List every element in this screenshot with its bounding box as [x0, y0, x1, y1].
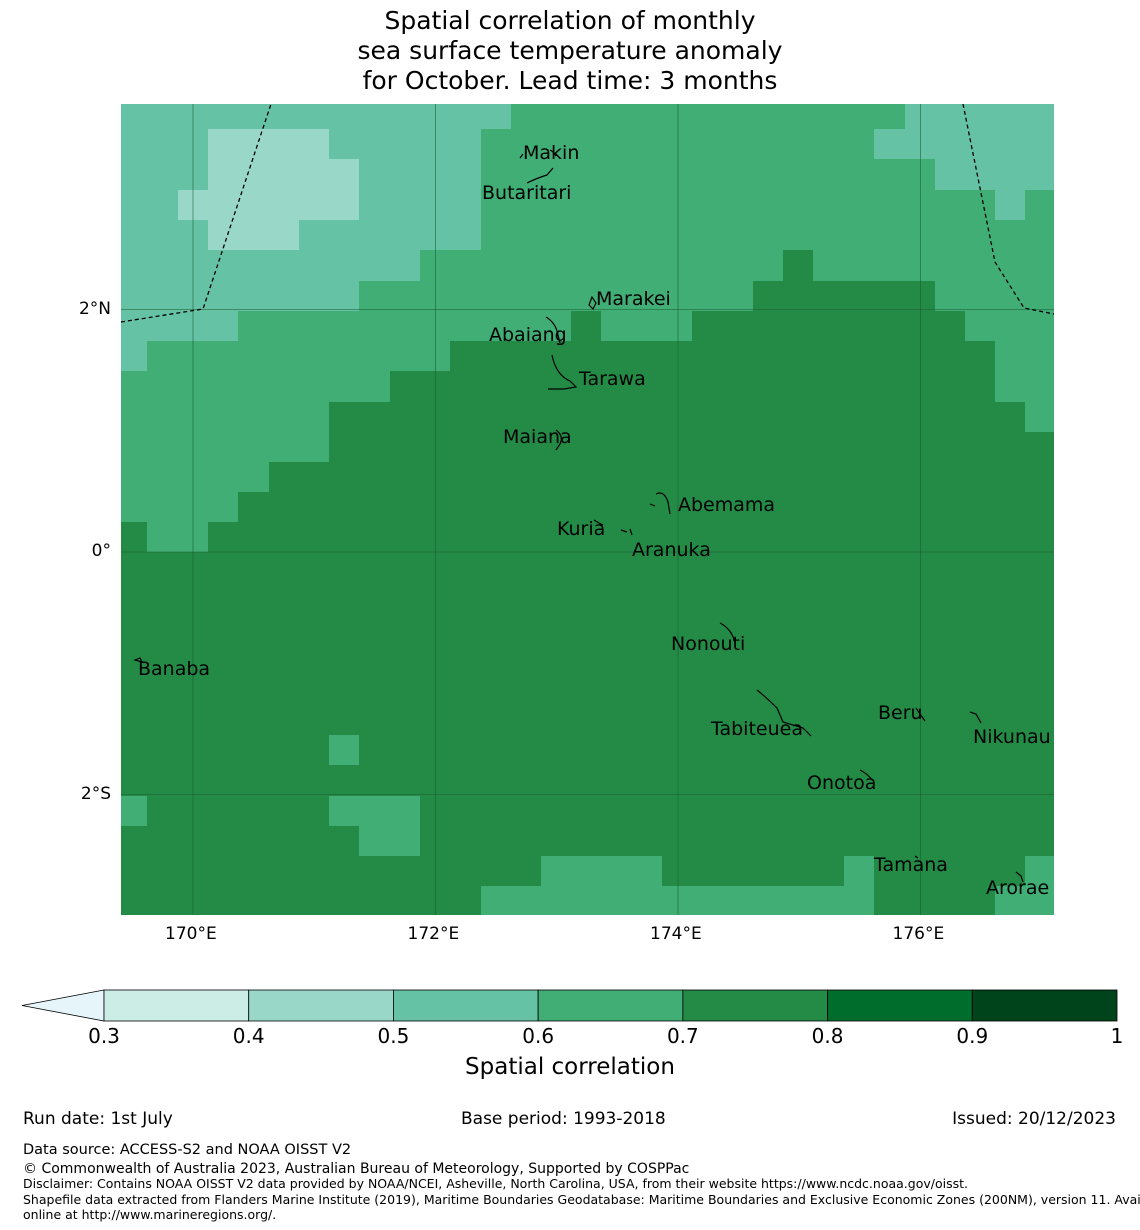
colorbar-tick-label: 0.3 [88, 1024, 120, 1048]
eez-boundary-west [120, 103, 272, 323]
colorbar-tick-label: 1 [1110, 1024, 1124, 1048]
eez-boundary-east [962, 103, 1055, 315]
grid-cell-west [121, 796, 147, 826]
copyright: © Commonwealth of Australia 2023, Austra… [23, 1161, 690, 1177]
colorbar-segment [248, 989, 394, 1022]
island-labels: Makin Butaritari Marakei Abaiang Tarawa Maian… [138, 142, 1051, 899]
grid-cell-west-edge [450, 220, 481, 250]
island-label-maiana: Maiana [503, 426, 572, 448]
shapefile-credit-line-1: Shapefile data extracted from Flanders M… [23, 1192, 1140, 1207]
region-correlation-0.5-0.6-east [874, 104, 1054, 220]
colorbar-segment [537, 989, 684, 1022]
longitude-tick-label: 176°E [892, 924, 945, 944]
base-period: Base period: 1993-2018 [461, 1109, 666, 1129]
colorbar [21, 989, 1118, 1022]
region-correlation-0.6-0.7-patch [329, 796, 420, 856]
longitude-tick-label: 172°E [407, 924, 460, 944]
island-label-nonouti: Nonouti [671, 633, 745, 655]
island-label-butaritari: Butaritari [482, 182, 571, 204]
island-outline-arorae [1015, 871, 1024, 883]
latitude-tick-label: 2°S [80, 783, 111, 804]
island-outline-abemama [649, 492, 671, 515]
island-outline-aranuka [620, 528, 633, 536]
island-outline-abaiang [545, 316, 561, 344]
island-label-tamana: Tamana [873, 854, 948, 876]
island-label-aranuka: Aranuka [632, 539, 711, 561]
colorbar-tick-label: 0.5 [377, 1024, 410, 1048]
map-title: Spatial correlation of monthly sea surfa… [357, 6, 783, 95]
island-outline-nikunau [969, 711, 982, 724]
island-label-kuria: Kuria [557, 518, 605, 540]
data-source: Data source: ACCESS-S2 and NOAA OISST V2 [23, 1142, 352, 1158]
colorbar-segment [971, 989, 1118, 1022]
colorbar-segment [827, 989, 973, 1022]
island-outline-tabiteuea [756, 689, 812, 737]
region-correlation-0.6-0.7-southeast [995, 856, 1054, 915]
region-correlation-0.6-0.7-south [481, 856, 874, 915]
island-label-abaiang: Abaiang [489, 324, 567, 346]
island-label-banaba: Banaba [138, 658, 210, 680]
shapefile-credit-line-2: online at http://www.marineregions.org/. [23, 1207, 277, 1222]
island-outline-kuria [593, 519, 604, 526]
colorbar-segment [682, 989, 828, 1022]
island-outline-butaritari [526, 167, 554, 184]
latitude-tick-label: 0° [91, 541, 111, 561]
longitude-tick-label: 170°E [165, 924, 217, 944]
island-outline-makin [519, 149, 557, 159]
latitude-tick-label: 2°N [78, 298, 111, 319]
island-label-arorae: Arorae [986, 877, 1049, 899]
island-label-abemama: Abemama [678, 494, 775, 516]
disclaimer: Disclaimer: Contains NOAA OISST V2 data … [23, 1176, 968, 1191]
colorbar-tick-label: 0.8 [811, 1024, 844, 1048]
island-outline-beru [915, 707, 926, 722]
colorbar-extend-arrow [21, 989, 105, 1022]
run-date: Run date: 1st July [23, 1109, 173, 1129]
island-label-nikunau: Nikunau [973, 726, 1051, 748]
eez-boundaries [120, 103, 1055, 323]
issued-date: Issued: 20/12/2023 [952, 1109, 1116, 1129]
colorbar-segment [103, 989, 250, 1022]
island-outline-marakei [588, 295, 597, 311]
island-outline-maiana [555, 429, 562, 451]
island-outline-banaba [133, 657, 144, 663]
island-label-onotoa: Onotoa [807, 772, 876, 794]
island-outlines [133, 149, 1024, 883]
island-outline-tarawa [548, 354, 578, 390]
region-correlation-0.4-0.5 [178, 129, 359, 250]
island-label-tabiteuea: Tabiteuea [710, 718, 803, 740]
colorbar-tick-label: 0.9 [956, 1024, 989, 1048]
correlation-grid [121, 104, 1054, 915]
colorbar-segment [393, 989, 539, 1022]
longitude-tick-label: 174°E [650, 924, 702, 944]
colorbar-tick-label: 0.6 [522, 1024, 555, 1048]
island-outline-nonouti [719, 622, 736, 644]
graticule [121, 104, 1054, 915]
grid-cell-patch [329, 735, 359, 765]
island-outline-tamana [914, 855, 919, 859]
colorbar-tick-label: 0.4 [232, 1024, 265, 1048]
colorbar-label: Spatial correlation [465, 1054, 675, 1080]
colorbar-tick-label: 0.7 [666, 1024, 699, 1048]
island-label-tarawa: Tarawa [578, 368, 646, 390]
island-label-marakei: Marakei [596, 288, 671, 310]
island-label-beru: Beru [878, 702, 923, 724]
island-label-makin: Makin [523, 142, 579, 164]
island-outline-onotoa [859, 769, 873, 781]
